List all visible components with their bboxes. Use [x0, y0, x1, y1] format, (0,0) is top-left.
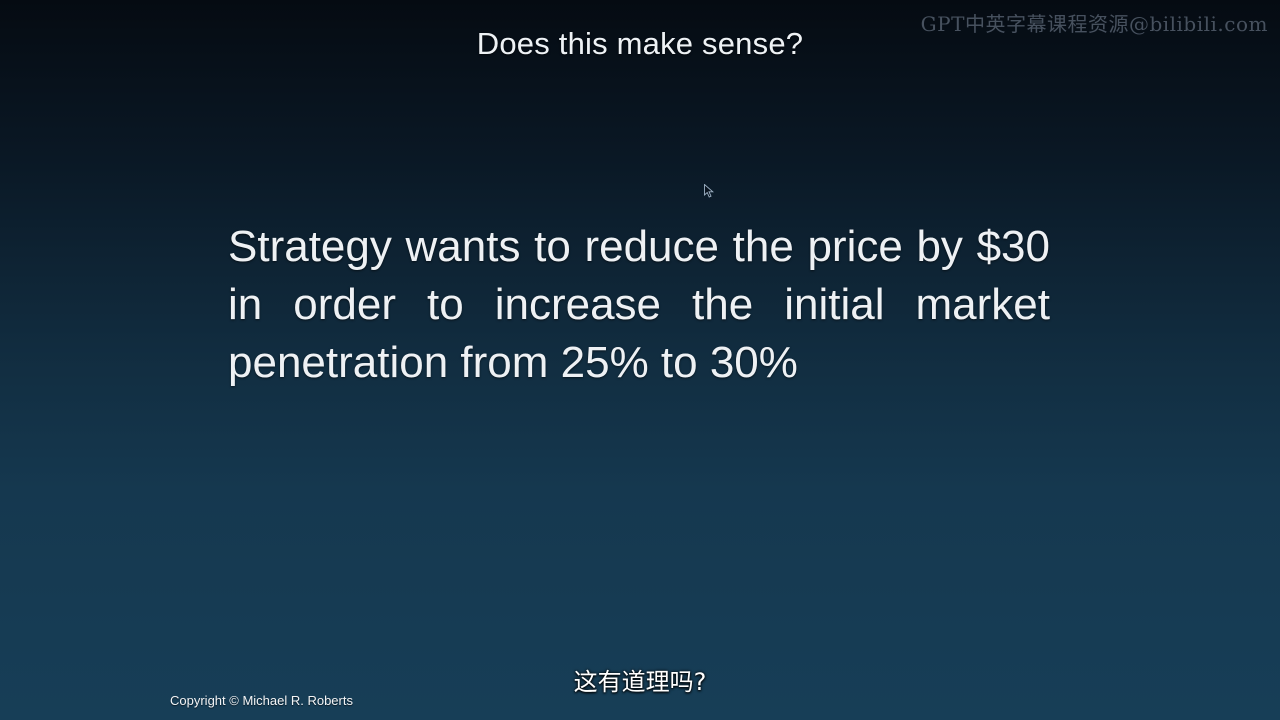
mouse-cursor-icon	[704, 184, 714, 198]
video-subtitle: 这有道理吗?	[573, 668, 707, 696]
copyright-notice: Copyright © Michael R. Roberts	[170, 693, 353, 708]
slide-body-text: Strategy wants to reduce the price by $3…	[228, 222, 1050, 387]
slide-title: Does this make sense?	[476, 26, 804, 61]
watermark: GPT中英字幕课程资源@bilibili.com	[920, 12, 1268, 36]
